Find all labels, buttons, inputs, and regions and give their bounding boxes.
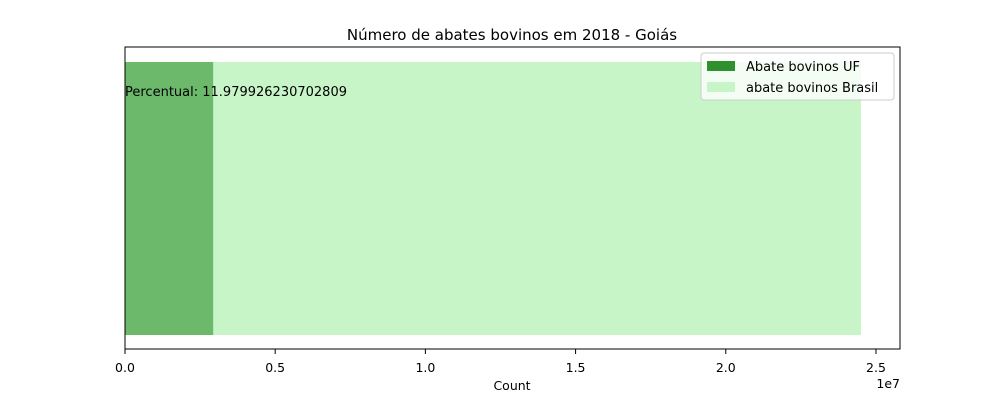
bar-brasil: [125, 62, 861, 335]
chart-title: Número de abates bovinos em 2018 - Goiás: [347, 26, 677, 44]
legend-swatch-brasil: [707, 82, 735, 92]
legend-label-uf: Abate bovinos UF: [746, 60, 860, 75]
percent-annotation: Percentual: 11.979926230702809: [125, 85, 347, 100]
x-axis-label: Count: [493, 378, 530, 393]
x-tick-label: 0.5: [265, 360, 285, 375]
x-tick-label: 1.5: [566, 360, 586, 375]
legend-swatch-uf: [707, 61, 735, 71]
x-tick-label: 1.0: [415, 360, 435, 375]
x-tick-label: 2.5: [866, 360, 886, 375]
legend: Abate bovinos UF abate bovinos Brasil: [700, 52, 895, 101]
x-axis-offset-label: 1e7: [876, 376, 900, 391]
bars-group: [125, 62, 861, 335]
legend-label-brasil: abate bovinos Brasil: [746, 81, 878, 96]
legend-box: [700, 52, 895, 101]
x-axis-ticks: 0.0 0.5 1.0 1.5 2.0 2.5: [115, 349, 886, 375]
x-tick-label: 0.0: [115, 360, 135, 375]
x-tick-label: 2.0: [716, 360, 736, 375]
bar-uf: [125, 62, 214, 335]
plot-frame: [124, 46, 901, 350]
